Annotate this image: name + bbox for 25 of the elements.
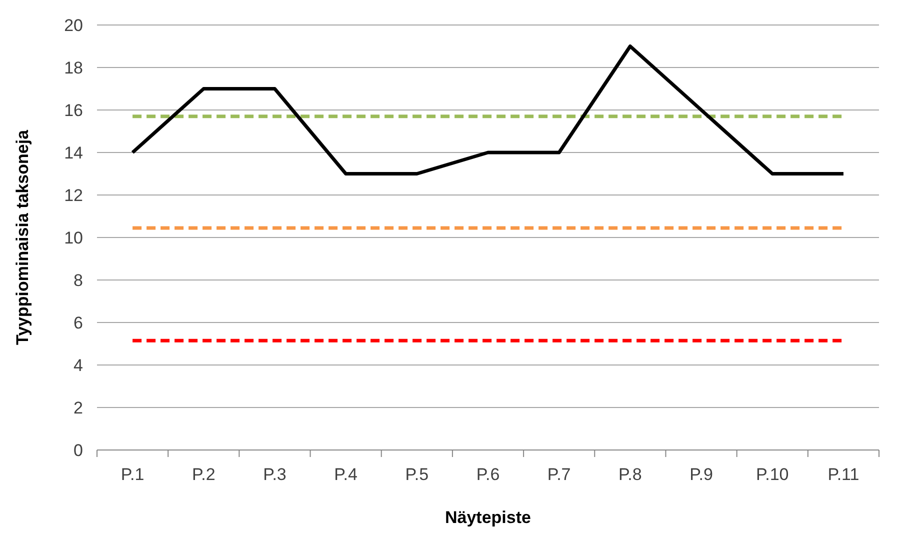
x-tick-label: P.1	[120, 465, 144, 484]
y-axis-title: Tyyppiominaisia taksoneja	[13, 129, 32, 346]
y-tick-label: 14	[64, 143, 83, 162]
x-tick-label: P.4	[334, 465, 358, 484]
x-tick-label: P.6	[476, 465, 500, 484]
x-tick-label: P.11	[828, 465, 860, 484]
y-tick-label: 16	[64, 100, 83, 120]
x-tick-label: P.8	[618, 465, 642, 484]
x-tick-label: P.2	[192, 465, 216, 484]
y-tick-label: 0	[74, 440, 83, 460]
x-tick-label: P.7	[547, 465, 571, 484]
y-tick-label: 4	[74, 356, 83, 375]
x-tick-label: P.3	[263, 465, 286, 484]
x-tick-label: P.10	[756, 465, 789, 484]
y-tick-label: 2	[74, 398, 83, 418]
line-series	[130, 44, 846, 176]
y-tick-label: 18	[64, 58, 83, 78]
y-tick-label: 8	[74, 270, 83, 290]
y-tick-label: 12	[64, 186, 83, 205]
x-tick-label: P.5	[405, 465, 429, 484]
x-tick-label: P.9	[690, 465, 713, 484]
y-tick-label: 6	[74, 313, 83, 332]
y-tick-label: 10	[64, 228, 83, 248]
y-tick-label: 20	[64, 16, 83, 35]
x-axis-title: Näytepiste	[445, 508, 531, 527]
